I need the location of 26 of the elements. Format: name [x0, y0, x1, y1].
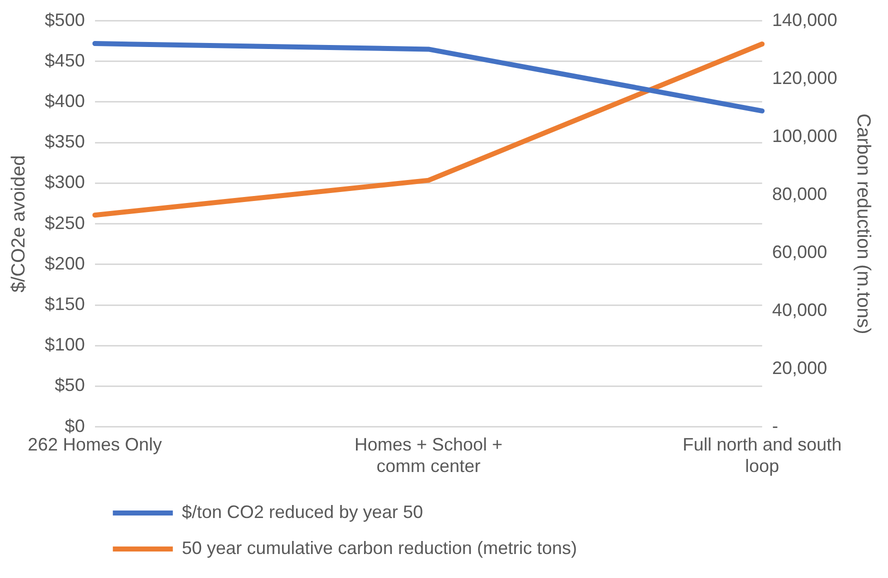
y-tick-label: $300: [44, 172, 85, 192]
y-tick-label: $500: [44, 10, 85, 30]
y-tick-label: $0: [64, 416, 85, 436]
legend-label: 50 year cumulative carbon reduction (metric tons): [182, 538, 578, 558]
y2-tick-label: 20,000: [772, 358, 828, 378]
y2-tick-label: 120,000: [772, 68, 838, 88]
y-tick-label: $150: [44, 294, 85, 314]
x-tick-label: Full north and south loop: [682, 434, 842, 476]
y-tick-label: $450: [44, 50, 85, 70]
y-tick-label: $50: [54, 375, 85, 396]
x-tick-label: Homes + School + comm center: [354, 434, 503, 476]
y-tick-label: $200: [44, 253, 85, 274]
x-tick-label: 262 Homes Only: [28, 434, 162, 455]
y-tick-label: $350: [44, 132, 85, 152]
y-tick-label: $250: [44, 212, 85, 233]
legend-label: $/ton CO2 reduced by year 50: [182, 502, 423, 522]
y2-tick-label: 60,000: [772, 242, 828, 262]
y2-axis-title: Carbon reduction (m.tons): [852, 113, 874, 334]
y2-tick-label: -: [772, 416, 778, 436]
y-tick-label: $400: [44, 90, 85, 111]
y-axis-title: $/CO2e avoided: [8, 155, 30, 292]
y2-tick-label: 40,000: [772, 300, 828, 320]
y2-tick-label: 140,000: [772, 10, 838, 30]
y-tick-label: $100: [44, 334, 85, 355]
y2-tick-label: 80,000: [772, 184, 828, 204]
y2-tick-label: 100,000: [772, 126, 838, 146]
